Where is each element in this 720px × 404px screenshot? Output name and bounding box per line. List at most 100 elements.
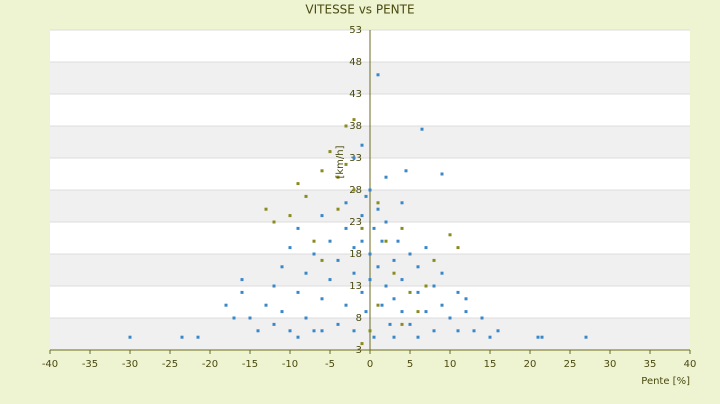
x-tick-label: 0 <box>367 359 373 370</box>
scatter-point <box>384 175 388 179</box>
scatter-point <box>440 172 444 176</box>
scatter-point <box>344 303 348 307</box>
scatter-point <box>416 335 420 339</box>
scatter-point <box>416 290 420 294</box>
scatter-point <box>280 310 284 314</box>
scatter-point <box>408 290 412 294</box>
scatter-point <box>424 284 428 288</box>
y-tick-label: 33 <box>349 153 362 164</box>
scatter-point <box>352 246 356 250</box>
scatter-point <box>400 201 404 205</box>
scatter-point <box>360 214 364 218</box>
scatter-point <box>240 278 244 282</box>
scatter-point <box>472 329 476 333</box>
scatter-point <box>352 188 356 192</box>
chart-title: VITESSE vs PENTE <box>305 3 414 17</box>
scatter-point <box>364 194 368 198</box>
scatter-point <box>328 150 332 154</box>
scatter-point <box>360 342 364 346</box>
scatter-point <box>584 335 588 339</box>
scatter-point <box>256 329 260 333</box>
scatter-point <box>372 226 376 230</box>
scatter-point <box>536 335 540 339</box>
scatter-point <box>392 335 396 339</box>
y-tick-label: 38 <box>349 121 362 132</box>
scatter-point <box>456 290 460 294</box>
scatter-point <box>304 194 308 198</box>
x-tick-label: 40 <box>684 359 697 370</box>
x-tick-label: 25 <box>564 359 577 370</box>
scatter-point <box>464 310 468 314</box>
scatter-point <box>360 290 364 294</box>
scatter-point <box>312 239 316 243</box>
x-tick-label: -10 <box>282 359 298 370</box>
scatter-point <box>404 169 408 173</box>
x-tick-label: -15 <box>242 359 258 370</box>
scatter-point <box>320 214 324 218</box>
scatter-point <box>480 316 484 320</box>
scatter-point <box>424 246 428 250</box>
scatter-point <box>456 329 460 333</box>
scatter-point <box>388 322 392 326</box>
scatter-point <box>264 303 268 307</box>
x-tick-label: 20 <box>524 359 537 370</box>
scatter-point <box>416 265 420 269</box>
x-tick-label: 5 <box>407 359 413 370</box>
scatter-point <box>392 271 396 275</box>
scatter-point <box>312 252 316 256</box>
y-tick-label: 23 <box>349 217 362 228</box>
scatter-point <box>328 239 332 243</box>
scatter-point <box>296 335 300 339</box>
x-tick-label: 15 <box>484 359 497 370</box>
scatter-point <box>432 284 436 288</box>
scatter-point <box>272 220 276 224</box>
y-tick-label: 8 <box>356 313 362 324</box>
x-tick-label: -30 <box>122 359 138 370</box>
scatter-point <box>368 252 372 256</box>
scatter-point <box>352 329 356 333</box>
x-tick-label: -20 <box>202 359 218 370</box>
scatter-point <box>432 329 436 333</box>
scatter-point <box>360 239 364 243</box>
scatter-point <box>344 226 348 230</box>
scatter-point <box>456 246 460 250</box>
scatter-point <box>376 303 380 307</box>
x-tick-label: 10 <box>444 359 457 370</box>
scatter-point <box>344 124 348 128</box>
scatter-point <box>392 297 396 301</box>
scatter-point <box>408 252 412 256</box>
scatter-point <box>392 258 396 262</box>
scatter-point <box>540 335 544 339</box>
scatter-point <box>224 303 228 307</box>
scatter-point <box>488 335 492 339</box>
scatter-point <box>296 226 300 230</box>
scatter-point <box>420 127 424 131</box>
scatter-point <box>416 310 420 314</box>
scatter-point <box>304 271 308 275</box>
scatter-point <box>272 322 276 326</box>
scatter-point <box>248 316 252 320</box>
scatter-point <box>320 169 324 173</box>
x-tick-label: 35 <box>644 359 657 370</box>
scatter-point <box>288 329 292 333</box>
scatter-point <box>336 322 340 326</box>
y-tick-label: 48 <box>349 57 362 68</box>
x-tick-label: -40 <box>42 359 58 370</box>
scatter-point <box>384 239 388 243</box>
scatter-point <box>376 265 380 269</box>
scatter-point <box>288 214 292 218</box>
scatter-point <box>344 201 348 205</box>
x-tick-label: -25 <box>162 359 178 370</box>
scatter-point <box>336 207 340 211</box>
scatter-point <box>296 290 300 294</box>
scatter-point <box>464 297 468 301</box>
scatter-point <box>352 118 356 122</box>
scatter-point <box>196 335 200 339</box>
x-tick-label: -35 <box>82 359 98 370</box>
y-tick-label: 18 <box>349 249 362 260</box>
scatter-point <box>400 310 404 314</box>
scatter-point <box>496 329 500 333</box>
scatter-point <box>312 329 316 333</box>
scatter-point <box>380 239 384 243</box>
